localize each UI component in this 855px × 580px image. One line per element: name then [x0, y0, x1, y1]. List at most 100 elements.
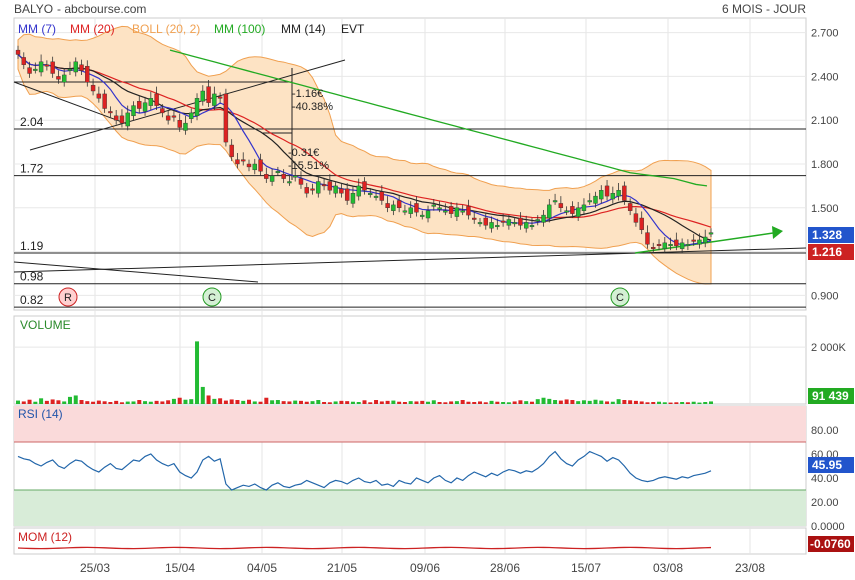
svg-text:-0.0760: -0.0760: [810, 537, 851, 551]
volume-bar: [114, 400, 119, 404]
volume-bar: [570, 400, 575, 404]
volume-bar: [466, 401, 471, 404]
candle-body: [33, 68, 38, 71]
candle-body: [142, 102, 148, 112]
price-panel: 2.7002.4002.1001.8001.5001.2000.9002.041…: [13, 25, 839, 308]
volume-bar: [460, 400, 465, 404]
candle-body: [113, 115, 119, 121]
candle-body: [639, 217, 644, 230]
rsi-panel-label: RSI (14): [18, 407, 63, 421]
volume-bar: [402, 402, 407, 404]
rsi-line: [17, 450, 712, 491]
candle-body: [304, 187, 309, 194]
event-marker-label: C: [616, 292, 624, 304]
volume-bar: [581, 400, 586, 404]
candle-body: [570, 206, 575, 214]
volume-bar: [50, 399, 55, 404]
candle-body: [73, 61, 78, 73]
candle-body: [171, 115, 177, 118]
volume-bar: [651, 402, 656, 404]
volume-bar: [316, 400, 321, 404]
candle-body: [350, 192, 356, 204]
volume-bar: [79, 400, 84, 404]
candle-body: [385, 203, 390, 208]
support-level-label: 1.19: [20, 239, 44, 253]
candle-body: [564, 210, 569, 213]
price-tick-label: 0.900: [811, 290, 839, 302]
candle-body: [119, 115, 125, 124]
candle-body: [541, 214, 546, 223]
candle-body: [454, 207, 460, 217]
volume-bar: [67, 396, 72, 404]
candle-body: [50, 61, 55, 74]
legend-item: MM (7): [18, 22, 56, 36]
candle-body: [373, 195, 379, 198]
candle-body: [44, 64, 50, 67]
bollinger-band: [17, 25, 712, 285]
volume-bar: [385, 400, 390, 404]
volume-bar: [478, 401, 482, 404]
drop2-value: -0.31€: [288, 147, 319, 159]
candle-body: [200, 90, 206, 102]
candle-body: [321, 184, 327, 187]
volume-bar: [327, 402, 332, 404]
candle-body: [258, 159, 263, 172]
volume-bar: [489, 400, 494, 404]
volume-bar: [408, 401, 413, 404]
candle-body: [177, 119, 182, 128]
volume-bar: [212, 398, 217, 404]
volume-bar: [356, 402, 361, 404]
svg-text:45.95: 45.95: [812, 458, 842, 472]
volume-bar: [33, 401, 38, 404]
volume-bar: [420, 400, 425, 404]
trend-line: [13, 81, 131, 126]
candle-body: [616, 190, 621, 197]
volume-bar: [304, 401, 309, 404]
volume-bar: [391, 400, 396, 404]
volume-bar: [137, 400, 142, 404]
volume-bar: [535, 399, 540, 404]
volume-bar: [379, 401, 384, 404]
volume-bar: [610, 401, 615, 404]
candle-body: [183, 122, 188, 131]
rsi-tick-label: 40.00: [811, 473, 839, 485]
volume-bar: [270, 400, 275, 404]
badge-volume-last: 91 439: [808, 388, 854, 404]
volume-bar: [39, 398, 44, 404]
volume-bar: [691, 401, 696, 404]
candle-body: [575, 207, 581, 217]
candle-body: [472, 217, 477, 220]
candle-body: [137, 101, 142, 109]
candle-body: [518, 217, 523, 226]
candle-body: [194, 98, 200, 117]
volume-bar: [495, 401, 500, 404]
volume-panel: 2 000K: [14, 341, 847, 404]
candle-body: [506, 219, 512, 226]
volume-bar: [345, 401, 350, 404]
drop2-pct: -15.51%: [288, 160, 329, 172]
volume-bar: [102, 401, 107, 404]
x-tick-label: 09/06: [410, 561, 440, 575]
volume-bar: [96, 400, 101, 404]
volume-bar: [443, 402, 448, 404]
candle-body: [223, 93, 229, 143]
volume-bar: [547, 398, 552, 404]
volume-panel-label: VOLUME: [20, 318, 71, 332]
candle-body: [108, 111, 113, 114]
volume-bar: [374, 400, 379, 404]
volume-bar: [449, 401, 454, 404]
volume-bar: [85, 401, 90, 404]
price-tick-label: 2.400: [811, 71, 839, 83]
volume-bar: [414, 401, 419, 404]
candle-body: [102, 93, 107, 109]
volume-bar: [322, 402, 327, 404]
candle-body: [477, 222, 483, 225]
badge-price-ma: 1.328: [808, 227, 854, 243]
rsi-tick-label: 0.0000: [811, 521, 845, 533]
candle-body: [593, 195, 598, 204]
volume-bar: [119, 402, 124, 404]
candle-body: [703, 236, 708, 244]
period-label: 6 MOIS - JOUR: [722, 2, 806, 16]
candle-body: [708, 232, 714, 235]
